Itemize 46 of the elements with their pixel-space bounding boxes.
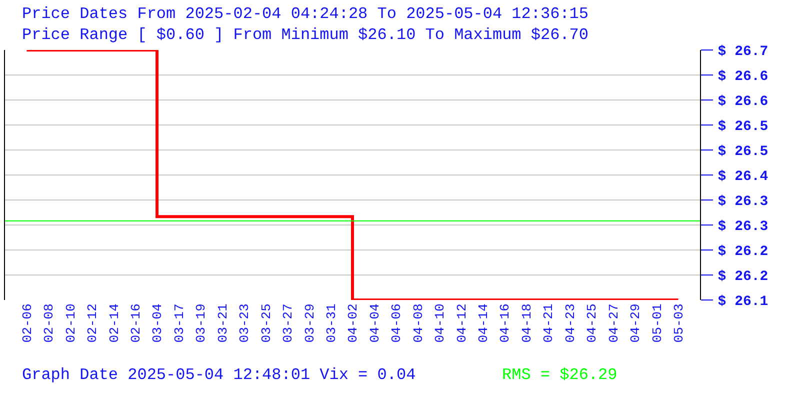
- x-tick-label: 04-23: [562, 304, 578, 343]
- x-tick-label: 03-31: [324, 303, 340, 343]
- x-tick-label: 04-10: [432, 304, 448, 343]
- y-tick-label: $ 26.2: [718, 268, 768, 285]
- x-tick-label: 03-04: [150, 303, 166, 343]
- y-tick-label: $ 26.3: [718, 194, 768, 210]
- x-tick-label: 02-16: [128, 304, 144, 343]
- x-tick-label: 04-21: [541, 303, 556, 343]
- x-tick-label: 03-29: [302, 304, 318, 343]
- x-tick-label: 03-17: [172, 304, 187, 343]
- y-tick-label: $ 26.7: [718, 44, 768, 60]
- x-tick-label: 04-06: [389, 304, 404, 343]
- y-tick-label: $ 26.2: [718, 244, 768, 260]
- x-tick-label: 02-14: [106, 303, 122, 343]
- x-tick-label: 03-27: [280, 304, 296, 343]
- chart-subtitle: Price Range [ $0.60 ] From Minimum $26.10 To Maximum $26.70: [22, 26, 588, 44]
- chart-title: Price Dates From 2025-02-04 04:24:28 To 2025-05-04 12:36:15: [22, 5, 588, 23]
- y-tick-label: $ 26.5: [718, 118, 768, 135]
- x-tick-label: 04-16: [498, 304, 513, 343]
- x-tick-label: 02-12: [85, 304, 100, 343]
- y-tick-label: $ 26.6: [718, 94, 768, 110]
- x-tick-label: 04-29: [628, 304, 644, 343]
- x-tick-label: 03-23: [237, 304, 252, 343]
- x-tick-label: 04-02: [346, 304, 361, 343]
- x-tick-label: 03-19: [194, 304, 209, 343]
- x-tick-label: 02-10: [63, 304, 78, 343]
- y-tick-label: $ 26.6: [718, 68, 768, 85]
- x-tick-label: 02-06: [20, 304, 35, 343]
- x-tick-label: 04-12: [454, 304, 470, 343]
- x-tick-label: 03-25: [258, 304, 274, 343]
- x-tick-label: 04-18: [519, 304, 534, 343]
- x-tick-label: 05-01: [650, 303, 665, 343]
- x-tick-label: 04-25: [584, 304, 600, 343]
- y-tick-label: $ 26.5: [718, 144, 768, 160]
- x-tick-label: 04-14: [476, 303, 492, 343]
- x-tick-label: 04-04: [367, 303, 382, 343]
- y-tick-label: $ 26.1: [718, 294, 768, 310]
- x-tick-label: 02-08: [42, 304, 57, 343]
- x-tick-label: 03-21: [215, 303, 230, 343]
- y-tick-label: $ 26.3: [718, 218, 768, 235]
- x-tick-label: 04-27: [606, 304, 622, 343]
- x-tick-label: 05-03: [672, 304, 687, 343]
- y-tick-label: $ 26.4: [718, 168, 768, 185]
- text: Graph Date 2025-05-04 12:48:01 Vix = 0.04: [22, 366, 416, 384]
- ref-line-label: RMS = $26.29: [502, 366, 618, 384]
- x-tick-label: 04-08: [410, 304, 426, 343]
